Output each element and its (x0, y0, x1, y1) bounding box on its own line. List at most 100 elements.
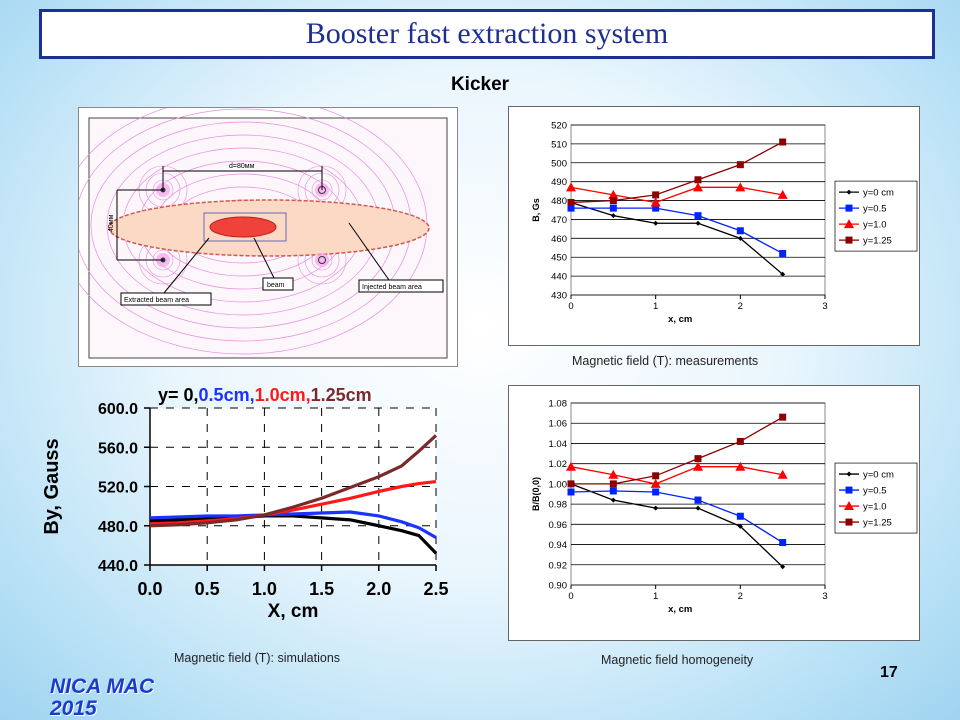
data-point (650, 197, 661, 207)
data-point (650, 478, 661, 488)
title-box: Booster fast extraction system (39, 9, 935, 59)
y-tick-label: 490 (551, 177, 567, 188)
x-tick-label: 2 (738, 591, 743, 602)
series-line-1 (149, 510, 437, 539)
x-axis-label: x, cm (668, 314, 692, 325)
data-point (777, 469, 788, 479)
x-tick-label: 1.5 (309, 579, 334, 599)
measurements-chart: 430 440 450 460 470 480 490 500 510 520 0 1 2 3 x, cm B… (531, 121, 918, 325)
series-line-0 (149, 514, 438, 555)
extracted-beam-label: Extracted beam area (124, 297, 189, 304)
y-axis-label: B/B(0,0) (531, 477, 541, 511)
data-point (609, 487, 617, 495)
legend-marker (844, 501, 854, 511)
legend: y=0 cm y=0.5 y=1.0 y=1.25 (834, 180, 918, 252)
data-point (610, 497, 616, 503)
data-point (780, 271, 786, 277)
legend-label: y=1.0 (863, 220, 887, 231)
series-2 (566, 461, 788, 488)
homogeneity-chart-panel: 0.90 0.92 0.94 0.96 0.98 1.00 1.02 1.04 1.06 1.08… (508, 385, 920, 641)
data-point (567, 204, 575, 212)
x-tick-label: 2.5 (423, 579, 448, 599)
data-point (653, 220, 659, 226)
y-axis-label: By, Gauss (41, 438, 63, 534)
title-part: y= 0, (158, 385, 199, 405)
chart-title: y= 0,0.5cm,1.0cm,1.25cm (158, 385, 372, 405)
x-tick-label: 2 (738, 301, 743, 312)
y-tick-label: 1.02 (549, 459, 568, 470)
page-number: 17 (880, 664, 898, 681)
data-point (652, 191, 660, 199)
simulations-chart-panel: 440.0 480.0 520.0 560.0 600.0 0.0 0.5 1.0 1.5 2.0… (40, 378, 460, 643)
slide-title: Booster fast extraction system (305, 17, 669, 50)
y-tick-label: 430 (551, 291, 567, 302)
data-point (694, 496, 702, 504)
legend-marker (846, 189, 852, 195)
plot-area (570, 124, 826, 296)
data-point (779, 413, 787, 421)
data-point (780, 564, 786, 570)
series-line (570, 141, 783, 204)
y-tick-label: 0.96 (549, 520, 568, 531)
y-tick-label: 0.94 (549, 540, 568, 551)
distance-label: d=80мм (229, 163, 255, 170)
caption-measurements: Magnetic field (T): measurements (572, 354, 759, 368)
x-tick-label: 3 (822, 301, 827, 312)
injected-beam-label: Injected beam area (362, 284, 422, 291)
x-axis-label: X, cm (268, 601, 319, 622)
simulations-chart: 440.0 480.0 520.0 560.0 600.0 0.0 0.5 1.0 1.5 2.0… (41, 385, 449, 622)
y-tick-label: 520.0 (98, 480, 138, 497)
x-tick-label: 0.5 (195, 579, 220, 599)
y-tick-label: 1.04 (549, 439, 568, 450)
legend-label: y=0.5 (863, 204, 887, 215)
title-part: 0.5cm, (199, 385, 255, 405)
series-1 (567, 487, 787, 547)
caption-simulations: Magnetic field (T): simulations (174, 651, 341, 665)
series-line (570, 483, 784, 568)
data-point (695, 505, 701, 511)
data-point (735, 461, 746, 471)
data-point (652, 204, 660, 212)
y-tick-label: 440 (551, 272, 567, 283)
x-tick-label: 1.0 (252, 579, 277, 599)
series-line-3 (149, 434, 438, 528)
footer-logo: NICA MAC 2015 (50, 676, 154, 720)
data-point (737, 523, 743, 529)
gap-label: 40мм (108, 214, 115, 232)
series-1 (567, 204, 787, 257)
y-tick-label: 480.0 (98, 519, 138, 536)
x-tick-label: 1 (653, 591, 658, 602)
y-tick-label: 450 (551, 253, 567, 264)
legend-marker (845, 518, 853, 526)
series-line (570, 466, 783, 485)
data-point (736, 437, 744, 445)
legend-marker (845, 236, 853, 244)
data-point (735, 182, 746, 192)
data-point (693, 461, 703, 471)
x-tick-label: 3 (822, 591, 827, 602)
field-map-diagram: d=80мм 40мм Extracted beam area beam Inj… (58, 95, 448, 359)
data-point (653, 505, 659, 511)
legend-marker (845, 486, 853, 494)
y-tick-label: 1.06 (549, 419, 568, 430)
caption-homogeneity: Magnetic field homogeneity (601, 653, 754, 667)
legend-label: y=1.0 (863, 502, 887, 513)
footer-line-1: NICA MAC (50, 675, 155, 698)
measurements-chart-panel: 430 440 450 460 470 480 490 500 510 520 0 1 2 3 x, cm B… (508, 106, 920, 346)
homogeneity-chart: 0.90 0.92 0.94 0.96 0.98 1.00 1.02 1.04 1.06 1.08… (531, 399, 918, 615)
beam-shape (209, 216, 277, 238)
y-tick-label: 0.92 (549, 560, 568, 571)
series-line (571, 416, 783, 485)
field-map-panel: d=80мм 40мм Extracted beam area beam Inj… (58, 95, 458, 367)
x-tick-label: 2.0 (366, 579, 391, 599)
x-tick-label: 0 (568, 591, 573, 602)
data-point (736, 512, 744, 520)
y-tick-label: 470 (551, 215, 567, 226)
x-tick-label: 0.0 (137, 579, 162, 599)
series-line-2 (149, 480, 437, 526)
data-point (779, 249, 787, 257)
data-point (777, 189, 788, 199)
y-tick-label: 510 (551, 139, 567, 150)
series-line (570, 186, 783, 204)
kicker-heading: Kicker (450, 74, 510, 95)
